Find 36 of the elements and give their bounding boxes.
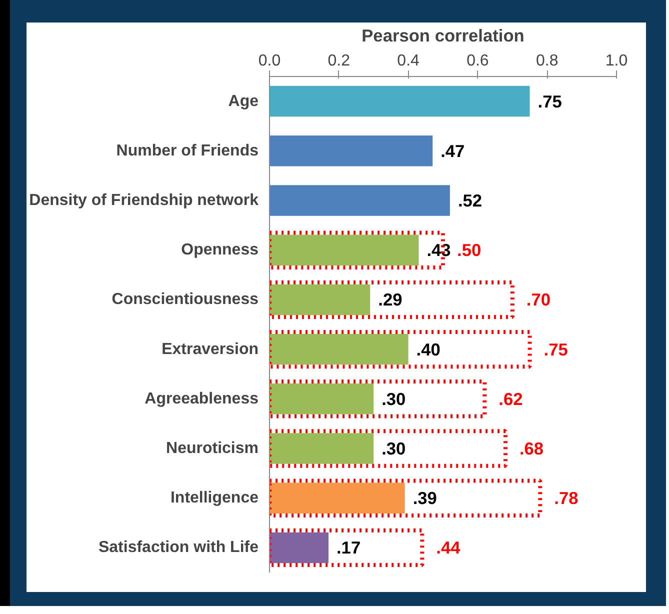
data-label: .17 [336,538,361,558]
y-tick-label: Conscientiousness [112,291,259,308]
y-tick-label: Age [228,92,259,110]
data-label: .39 [412,488,437,508]
y-tick-label: Neuroticism [166,440,258,457]
x-tick-label: 0.0 [258,52,281,70]
data-label: .43 [426,240,452,260]
data-label: .75 [544,339,568,360]
x-tick-label: 1.0 [605,52,628,70]
y-tick-label: Number of Friends [116,142,259,160]
data-label: .30 [382,438,406,458]
data-label: .40 [416,339,440,360]
y-tick-label: Intelligence [170,490,259,507]
data-label: .30 [382,388,406,409]
y-tick-label: Extraversion [162,340,258,358]
x-axis-title: Pearson correlation [362,26,524,46]
data-label: .50 [457,240,482,260]
data-label: .68 [519,438,544,458]
data-label: .70 [526,290,550,310]
bar [270,185,450,216]
y-tick-label: Agreeableness [144,390,259,408]
x-tick-label: 0.8 [536,52,558,70]
data-label: .47 [440,140,465,161]
y-tick-label: Satisfaction with Life [98,539,259,556]
data-label: .62 [498,388,523,409]
data-label: .52 [458,190,482,210]
x-tick-label: 0.6 [466,52,489,70]
data-label: .44 [436,538,461,558]
y-tick-label: Openness [181,242,259,259]
data-label: .78 [554,488,579,508]
data-label: .75 [538,91,562,112]
y-tick-label: Density of Friendship network [29,192,259,209]
bar [270,136,433,166]
x-tick-label: 0.2 [328,52,350,70]
x-tick-label: 0.4 [397,52,420,70]
data-label: .29 [378,290,402,310]
